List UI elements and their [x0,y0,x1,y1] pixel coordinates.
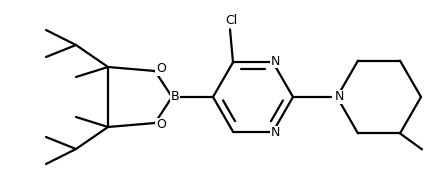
Text: N: N [334,90,344,104]
Text: N: N [270,126,280,139]
Text: B: B [171,90,179,104]
Text: O: O [156,63,166,75]
Text: Cl: Cl [225,14,237,27]
Text: O: O [156,119,166,131]
Text: N: N [270,55,280,68]
